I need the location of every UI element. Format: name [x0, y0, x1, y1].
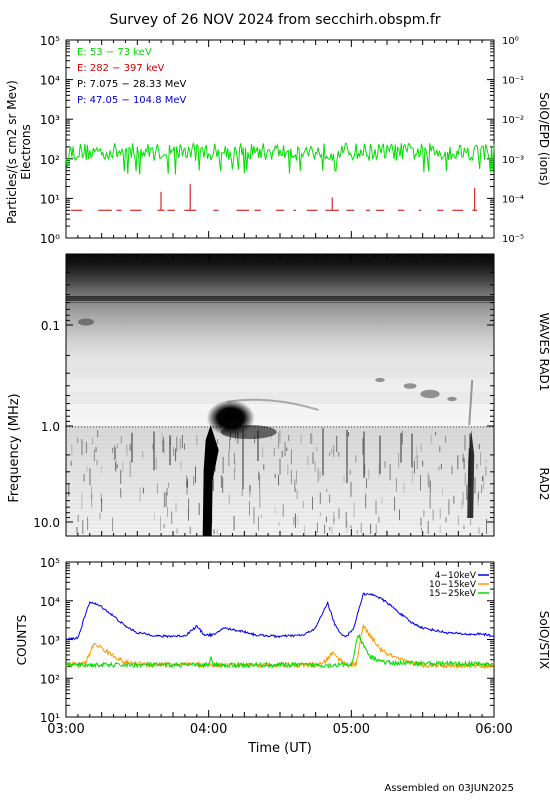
stix-series-line-0 — [65, 592, 495, 641]
legend-entry: E: 282 − 397 keV — [77, 63, 165, 74]
y-tick-label: 10¹ — [40, 711, 60, 725]
waves-rad1-label: WAVES RAD1 — [537, 313, 550, 392]
epd-y-ticks: 10⁰ 10¹ 10² 10³ 10⁴ 10⁵ — [40, 34, 494, 246]
epd-series — [65, 141, 495, 211]
type-iii-burst-second-upper — [468, 379, 474, 426]
type-iii-burst-second — [467, 430, 475, 518]
stix-ylabel-right: SolO/STIX — [537, 611, 550, 670]
y-tick-label: 10² — [40, 153, 60, 167]
y-tick-label-right: 10⁻¹ — [502, 76, 524, 87]
stix-legend-label: 4−10keV — [435, 571, 477, 581]
y-tick-label: 10³ — [40, 113, 60, 127]
y-tick-label: 10⁵ — [40, 34, 60, 48]
rad1-blob — [403, 383, 417, 389]
y-tick-label-right: 10⁻⁵ — [502, 234, 524, 245]
rad1-light-band — [66, 378, 494, 392]
waves-ylabel: Frequency (MHz) — [7, 393, 22, 502]
type-iii-burst-main-drift — [220, 425, 277, 439]
stix-legend-label: 10−15keV — [429, 580, 477, 590]
y-tick-label: 10⁵ — [40, 556, 60, 570]
y-tick-label: 10³ — [40, 634, 60, 648]
stix-x-ticks: 03:00 04:00 05:00 06:00 — [47, 562, 513, 737]
epd-ylabel-units: Particles/(s cm2 sr Mev) — [5, 80, 19, 224]
series-e-53-73-line — [65, 141, 495, 175]
figure-title: Survey of 26 NOV 2024 from secchirh.obsp… — [109, 12, 440, 28]
y-tick-label-right: 10⁻⁴ — [502, 194, 524, 205]
waves-rad2-label: RAD2 — [537, 468, 550, 501]
y-tick-label: 0.1 — [41, 319, 60, 333]
type-iii-burst-main-tail — [202, 425, 219, 536]
stix-ylabel: COUNTS — [15, 615, 29, 666]
waves-y-ticks: 0.1 1.0 10.0 — [33, 271, 494, 530]
stix-series-line-2 — [65, 633, 495, 669]
rad1-blob — [447, 396, 457, 402]
y-tick-label-right: 10⁰ — [502, 36, 519, 47]
y-tick-label: 10⁴ — [40, 595, 60, 609]
rad1-band — [66, 302, 494, 303]
legend-entry: P: 47.05 − 104.8 MeV — [77, 95, 187, 106]
stix-xlabel: Time (UT) — [247, 741, 312, 756]
epd-ylabel-right: SolO/EPD (ions) — [537, 92, 550, 186]
rad1-blob — [375, 377, 385, 383]
stix-panel: 10¹ 10² 10³ 10⁴ 10⁵ 03:00 04:00 05:00 06:00 4−1… — [15, 556, 550, 756]
legend-entry: E: 53 − 73 keV — [77, 47, 152, 58]
rad1-band — [66, 296, 494, 297]
spectrogram-bursts — [202, 379, 475, 536]
rad2-background — [66, 426, 494, 536]
y-tick-label: 10⁴ — [40, 74, 60, 88]
rad1-band — [66, 297, 494, 301]
type-iii-burst-main-faint — [226, 398, 319, 411]
y-tick-label-right: 10⁻² — [502, 115, 524, 126]
rad1-blob — [420, 389, 440, 399]
series-e-282-397-line — [70, 184, 477, 211]
x-tick-label: 06:00 — [475, 722, 512, 737]
x-tick-label: 05:00 — [333, 722, 370, 737]
rad1-light-band — [66, 404, 494, 426]
stix-series — [65, 592, 495, 670]
y-tick-label: 10¹ — [40, 192, 60, 206]
rad1-blob — [78, 318, 94, 326]
waves-panel: 0.1 1.0 10.0 Frequency (MHz) WAVES RAD1 RA… — [7, 253, 550, 537]
rad1-background — [66, 254, 494, 426]
y-tick-label: 10² — [40, 672, 60, 686]
stix-legend-label: 15−25keV — [429, 589, 477, 599]
waves-x-ticks — [65, 254, 495, 536]
spectrogram-texture — [66, 296, 494, 534]
epd-y-ticks-right: 10⁻⁵ 10⁻⁴ 10⁻³ 10⁻² 10⁻¹ 10⁰ — [502, 36, 524, 245]
epd-x-ticks — [65, 40, 495, 238]
x-tick-label: 03:00 — [47, 722, 84, 737]
legend-entry: P: 7.075 − 28.33 MeV — [77, 79, 187, 90]
x-tick-label: 04:00 — [190, 722, 227, 737]
epd-legend: E: 53 − 73 keV E: 282 − 397 keV P: 7.075 −… — [77, 47, 187, 106]
y-tick-label: 1.0 — [41, 420, 60, 434]
y-tick-label: 10.0 — [33, 516, 60, 530]
y-tick-label-right: 10⁻³ — [502, 155, 524, 166]
assembled-footer: Assembled on 03JUN2025 — [384, 783, 514, 794]
stix-y-ticks: 10¹ 10² 10³ 10⁴ 10⁵ — [40, 556, 494, 725]
y-tick-label: 10⁰ — [40, 232, 60, 246]
epd-ylabel-electrons: Electrons — [19, 124, 33, 179]
